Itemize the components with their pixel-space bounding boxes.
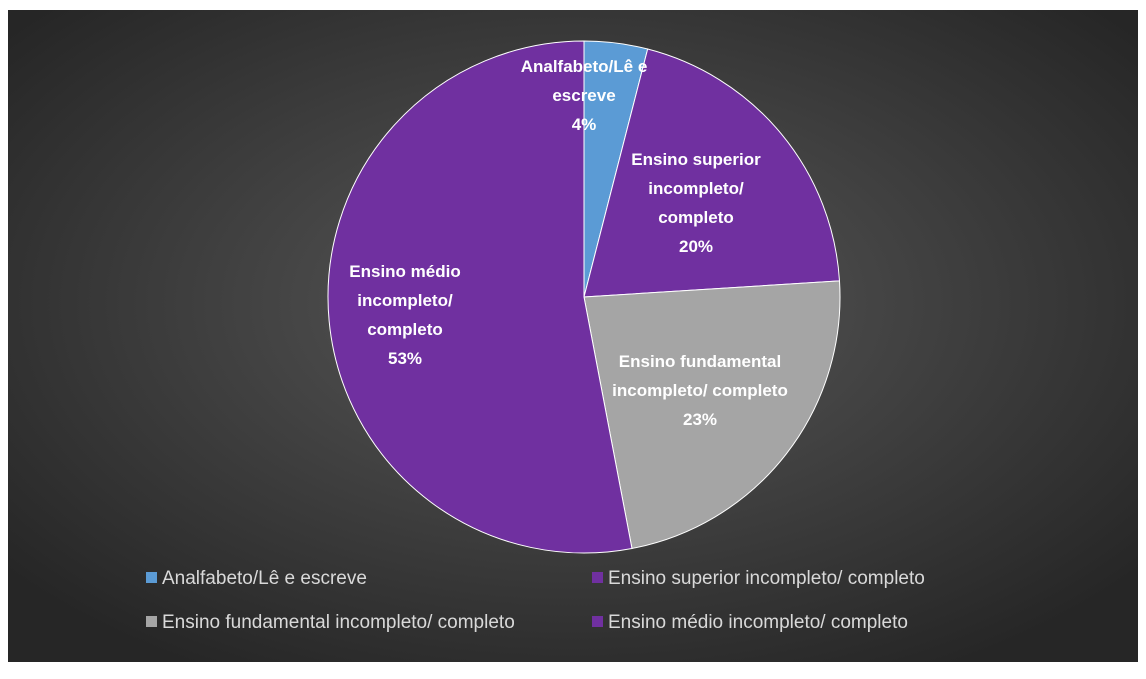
legend-label: Ensino fundamental incompleto/ completo: [162, 612, 515, 633]
pie-slice: [327, 40, 633, 554]
data-label: Ensino médio incompleto/ completo 53%: [333, 225, 478, 405]
data-label-value: 53%: [387, 349, 423, 368]
legend-marker: [592, 572, 603, 583]
data-label-box: Ensino fundamental incompleto/ completo 2…: [605, 300, 795, 480]
legend-marker: [592, 616, 603, 627]
data-label-box: Analfabeto/Lê e escreve 4%: [504, 5, 664, 185]
data-label-category: Ensino superior incompleto/ completo: [631, 150, 761, 227]
legend-label: Ensino superior incompleto/ completo: [608, 568, 925, 589]
data-label-value: 23%: [682, 409, 718, 429]
data-label-box: Ensino superior incompleto/ completo 20%: [619, 113, 774, 293]
pie-slice: [583, 280, 841, 550]
data-label-value: 20%: [678, 237, 714, 256]
data-label-value: 4%: [571, 114, 597, 134]
legend-label: Ensino médio incompleto/ completo: [608, 612, 908, 633]
data-label-category: Ensino médio incompleto/ completo: [349, 262, 461, 339]
legend-label: Analfabeto/Lê e escreve: [162, 568, 367, 589]
data-label: Ensino superior incompleto/ completo 20%: [619, 113, 774, 293]
data-label-category: Ensino fundamental incompleto/ completo: [612, 351, 788, 400]
data-label-box: Ensino médio incompleto/ completo 53%: [333, 225, 478, 405]
data-label: Ensino fundamental incompleto/ completo 2…: [605, 300, 795, 480]
legend-marker: [146, 572, 157, 583]
data-label-category: Analfabeto/Lê e escreve: [520, 56, 648, 105]
data-label: Analfabeto/Lê e escreve 4%: [504, 5, 664, 185]
legend-marker: [146, 616, 157, 627]
pie-slice: [583, 48, 841, 298]
